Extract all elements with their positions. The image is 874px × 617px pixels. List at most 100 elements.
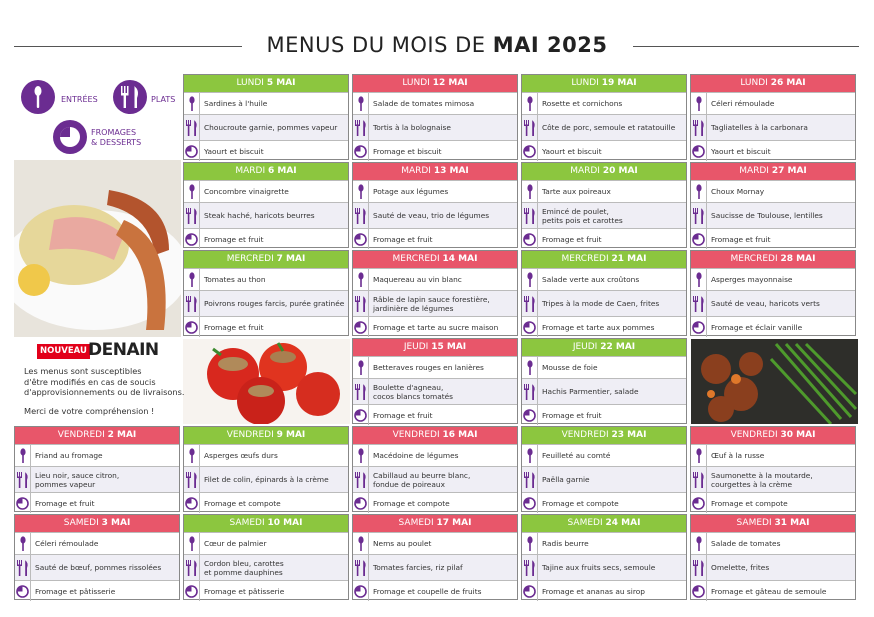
day-date: 10 MAI (267, 518, 303, 528)
menu-line: Fromage et fruit (522, 404, 686, 425)
menu-line: Cordon bleu, carottes et pomme dauphines (184, 554, 348, 580)
course-icon (353, 291, 369, 316)
dish: Sardines à l'huile (204, 99, 268, 108)
menu-line: Boulette d'agneau, cocos blancs tomatés (353, 378, 517, 404)
menu-line: Yaourt et biscuit (691, 140, 855, 161)
course-icon (184, 93, 200, 114)
menu-line: Steak haché, haricots beurres (184, 202, 348, 228)
day-name: LUNDI (571, 78, 599, 88)
day-date: 21 MAI (611, 254, 647, 264)
dish: Céleri rémoulade (35, 539, 99, 548)
menu-line: Asperges œufs durs (184, 444, 348, 466)
day-cell: MERCREDI 28 MAI Asperges mayonnaise Sauté … (690, 250, 856, 337)
course-icon (353, 141, 369, 161)
menu-line: Radis beurre (522, 532, 686, 554)
day-name: MERCREDI (561, 254, 609, 264)
day-name: MARDI (739, 166, 769, 176)
dish: Nems au poulet (373, 539, 432, 548)
icon (526, 536, 533, 551)
menu-line: Fromage et fruit (184, 228, 348, 249)
day-cell: VENDREDI 16 MAI Macédoine de légumes Cabil… (352, 426, 518, 513)
day-header: SAMEDI 10 MAI (184, 515, 348, 532)
icon (526, 360, 533, 375)
menu-line: Yaourt et biscuit (522, 140, 686, 161)
day-header: LUNDI 19 MAI (522, 75, 686, 92)
day-cell: MARDI 27 MAI Choux Mornay Saucisse de Toul… (690, 162, 856, 249)
icon (16, 471, 28, 488)
day-cell: VENDREDI 2 MAI Friand au fromage Lieu noir… (14, 426, 180, 513)
menu-line: Fromage et tarte au sucre maison (353, 316, 517, 337)
icon (354, 559, 366, 576)
icon (523, 383, 535, 400)
menu-line: Râble de lapin sauce forestière, jardini… (353, 290, 517, 316)
menu-line: Nems au poulet (353, 532, 517, 554)
day-header: VENDREDI 23 MAI (522, 427, 686, 444)
course-icon (353, 203, 369, 228)
day-date: 24 MAI (605, 518, 641, 528)
day-header: SAMEDI 3 MAI (15, 515, 179, 532)
dish: Macédoine de légumes (373, 451, 459, 460)
day-name: JEUDI (403, 342, 429, 352)
day-header: MARDI 27 MAI (691, 163, 855, 180)
course-icon (15, 581, 31, 601)
day-header: JEUDI 22 MAI (522, 339, 686, 356)
course-icon (522, 405, 538, 425)
day-name: VENDREDI (57, 430, 105, 440)
course-icon (184, 317, 200, 337)
icon (354, 584, 367, 598)
icon (695, 448, 702, 463)
dish: Fromage et coupelle de fruits (373, 586, 482, 596)
day-name: MARDI (401, 166, 431, 176)
menu-line: Macédoine de légumes (353, 444, 517, 466)
day-date: 5 MAI (266, 78, 296, 88)
day-name: VENDREDI (730, 430, 778, 440)
course-icon (522, 317, 538, 337)
icon (523, 584, 536, 598)
course-icon (691, 317, 707, 337)
icon (692, 295, 704, 312)
course-icon (353, 445, 369, 466)
icon (16, 584, 29, 598)
day-cell: MERCREDI 7 MAI Tomates au thon Poivrons ro… (183, 250, 349, 337)
menu-line: Œuf à la russe (691, 444, 855, 466)
day-name: VENDREDI (226, 430, 274, 440)
course-icon (184, 229, 200, 249)
icon (185, 471, 197, 488)
dish: Saucisse de Toulouse, lentilles (711, 211, 823, 220)
menu-line: Yaourt et biscuit (184, 140, 348, 161)
day-name: MARDI (235, 166, 266, 176)
day-date: 27 MAI (771, 166, 807, 176)
day-header: SAMEDI 31 MAI (691, 515, 855, 532)
icon (695, 536, 702, 551)
icon (523, 496, 536, 510)
icon (354, 496, 367, 510)
menu-line: Choux Mornay (691, 180, 855, 202)
icon (357, 536, 364, 551)
dish: Fromage et fruit (35, 498, 95, 508)
title: MENUS DU MOIS DE MAI 2025 (0, 33, 874, 57)
menu-line: Emincé de poulet, petits pois et carotte… (522, 202, 686, 228)
photo-tomates (183, 339, 350, 424)
day-date: 2 MAI (107, 430, 137, 440)
icon (354, 320, 367, 334)
dish: Côte de porc, semoule et ratatouille (542, 123, 676, 132)
photo-boeuf (691, 339, 858, 424)
menu-line: Filet de colin, épinards à la crème (184, 466, 348, 492)
dish: Cœur de palmier (204, 539, 267, 548)
menu-line: Fromage et fruit (15, 492, 179, 513)
course-icon (691, 141, 707, 161)
icon (188, 536, 195, 551)
course-icon (184, 533, 200, 554)
course-icon (522, 493, 538, 513)
icon (357, 272, 364, 287)
menu-line: Salade verte aux croûtons (522, 268, 686, 290)
menu-line: Fromage et tarte aux pommes (522, 316, 686, 337)
menu-line: Tomates au thon (184, 268, 348, 290)
dish: Yaourt et biscuit (204, 146, 264, 156)
icon (526, 272, 533, 287)
dish: Emincé de poulet, petits pois et carotte… (542, 206, 623, 225)
icon (526, 96, 533, 111)
menu-line: Tripes à la mode de Caen, frites (522, 290, 686, 316)
menu-line: Fromage et fruit (522, 228, 686, 249)
icon (185, 584, 198, 598)
